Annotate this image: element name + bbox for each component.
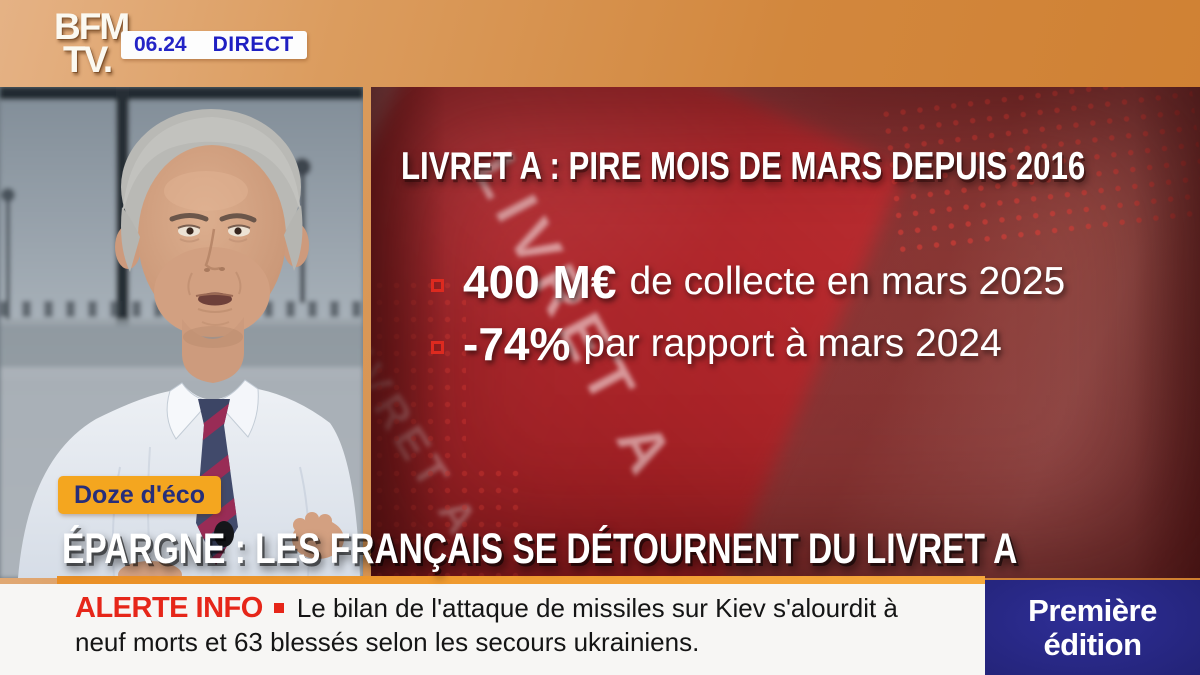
ticker-text-line2: neuf morts et 63 blessés selon les secou…	[75, 627, 700, 657]
banner-headline-text: ÉPARGNE : LES FRANÇAIS SE DÉTOURNENT DU …	[62, 525, 1018, 573]
lapel-mic	[214, 521, 234, 547]
time-direct-box: 06.24 DIRECT	[121, 31, 307, 59]
stat-description: par rapport à mars 2024	[583, 322, 1002, 365]
program-title-line1: Première	[1028, 593, 1157, 629]
panel-vignette	[371, 87, 1200, 578]
news-ticker: ALERTE INFO Le bilan de l'attaque de mis…	[0, 584, 985, 675]
infographic-headline: LIVRET A : PIRE MOIS DE MARS DEPUIS 2016	[401, 145, 1200, 189]
banner-headline: ÉPARGNE : LES FRANÇAIS SE DÉTOURNENT DU …	[62, 525, 1200, 574]
direct-live-badge: DIRECT	[212, 33, 294, 56]
stat-row: 400 M€ de collecte en mars 2025	[431, 255, 1065, 309]
ticker-line-1: ALERTE INFO Le bilan de l'attaque de mis…	[75, 591, 985, 625]
alert-info-label: ALERTE INFO	[75, 592, 263, 624]
studio-scene-illustration	[0, 87, 363, 578]
show-badge-label: Doze d'éco	[74, 480, 205, 509]
stat-description: de collecte en mars 2025	[629, 260, 1066, 303]
program-title-line2: édition	[1043, 626, 1142, 662]
top-bar: BFM TV. 06.24 DIRECT	[0, 0, 1200, 87]
stat-value: -74%	[463, 318, 571, 370]
bfm-tv-logo: BFM TV.	[54, 8, 130, 81]
stat-value: 400 M€	[463, 256, 617, 308]
logo-line1: BFM	[54, 6, 130, 47]
infographic-panel: LIVRET A LIVRET A LIVRET A : PIRE MOIS D…	[371, 87, 1200, 578]
program-title-box: Première édition	[985, 580, 1200, 675]
clock-time: 06.24	[134, 33, 187, 56]
bullet-square-icon	[431, 279, 444, 292]
ticker-text-line1: Le bilan de l'attaque de missiles sur Ki…	[296, 593, 898, 623]
logo-line2: TV.	[63, 39, 113, 81]
broadcast-video-frame: LIVRET A LIVRET A LIVRET A : PIRE MOIS D…	[0, 87, 1200, 578]
orange-separator-line	[57, 576, 985, 584]
bullet-square-icon	[431, 341, 444, 354]
ticker-line-2: neuf morts et 63 blessés selon les secou…	[75, 625, 985, 659]
stat-row: -74% par rapport à mars 2024	[431, 317, 1002, 371]
alert-square-icon	[273, 603, 284, 613]
infographic-headline-text: LIVRET A : PIRE MOIS DE MARS DEPUIS 2016	[401, 145, 1086, 188]
show-badge: Doze d'éco	[58, 476, 221, 514]
studio-video	[0, 87, 363, 578]
